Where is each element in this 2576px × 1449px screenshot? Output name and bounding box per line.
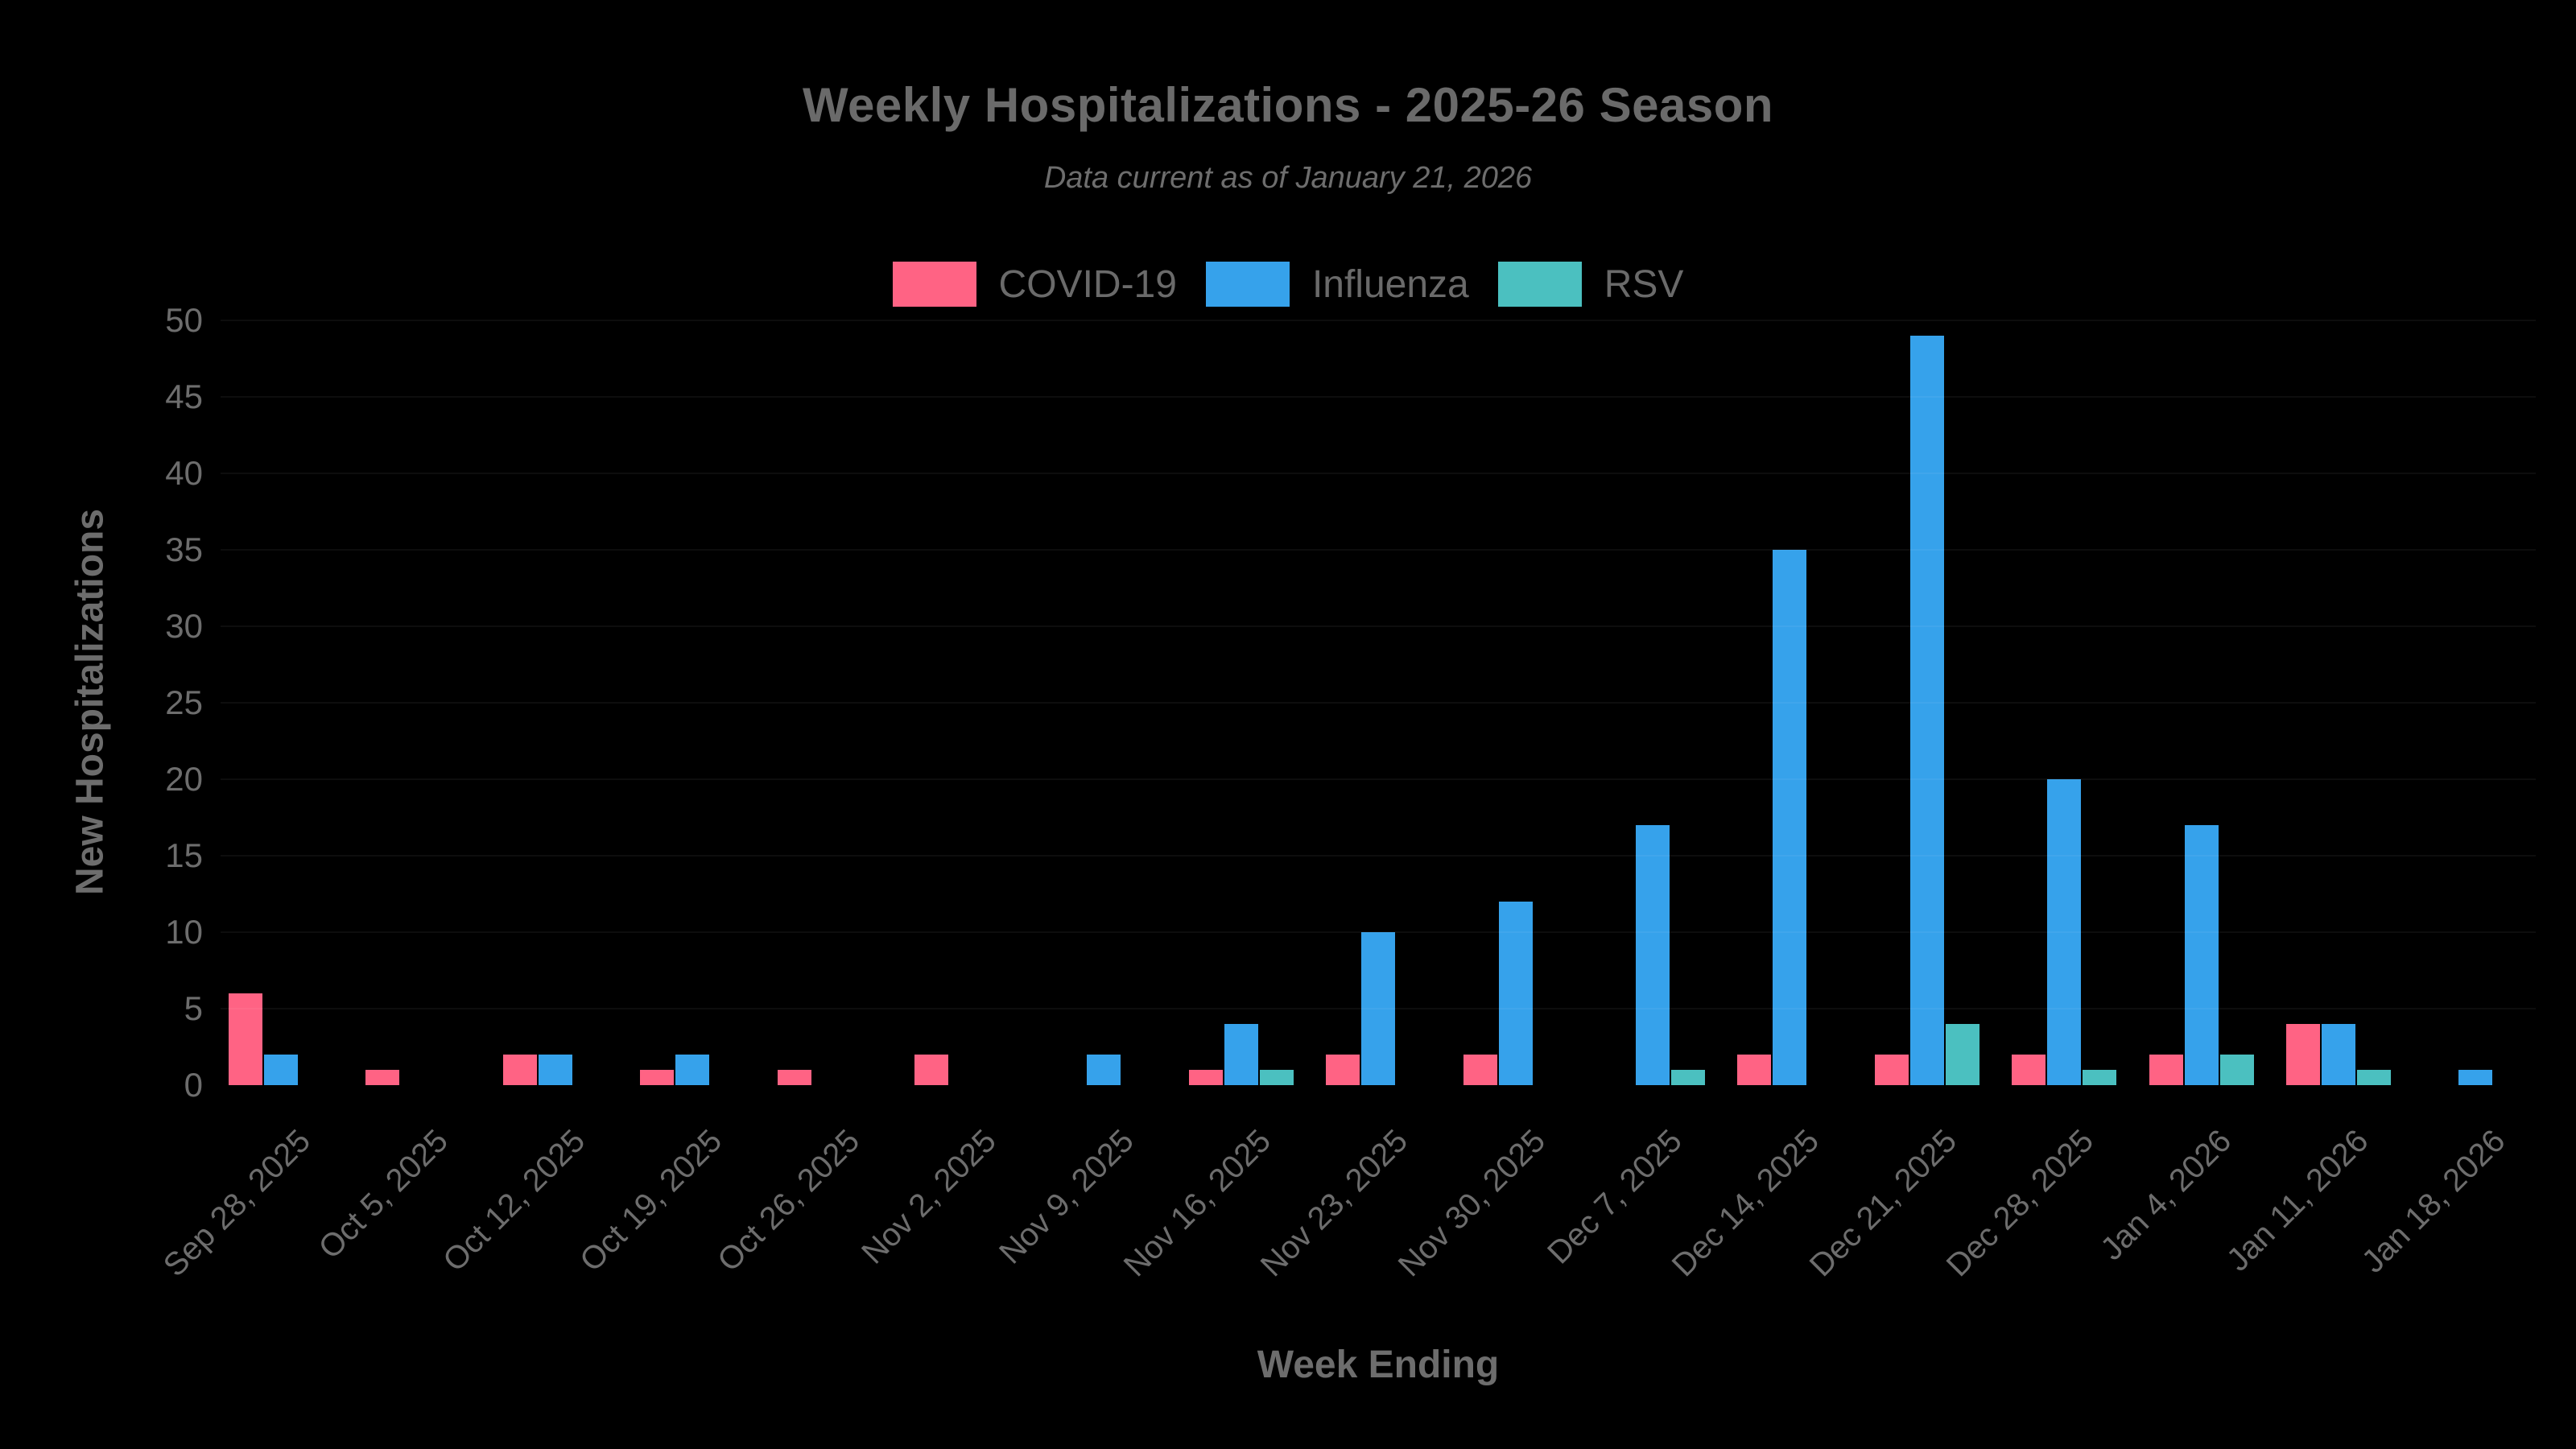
rsv-bar: [1671, 1070, 1705, 1085]
x-tick-label: Dec 7, 2025: [1541, 1123, 1690, 1271]
legend-label-influenza: Influenza: [1311, 262, 1469, 306]
influenza-bar: [1498, 902, 1533, 1085]
gridline: [221, 320, 2536, 321]
y-tick-label: 0: [184, 1066, 203, 1104]
x-tick-label: Nov 16, 2025: [1117, 1123, 1278, 1284]
influenza-bar: [675, 1055, 710, 1085]
influenza-bar: [1636, 825, 1670, 1085]
x-tick-label: Dec 28, 2025: [1939, 1123, 2101, 1284]
legend-label-covid-19: COVID-19: [998, 262, 1177, 306]
y-tick-label: 45: [165, 378, 203, 415]
x-tick-label: Jan 4, 2026: [2093, 1123, 2238, 1267]
covid-19-bar: [1326, 1055, 1360, 1085]
influenza-bar: [1773, 550, 1807, 1085]
gridline: [221, 625, 2536, 627]
gridline: [221, 778, 2536, 780]
legend: COVID-19 Influenza RSV: [0, 262, 2576, 307]
influenza-bar: [1224, 1024, 1258, 1085]
covid-19-bar: [640, 1070, 675, 1085]
influenza-bar: [1909, 336, 1944, 1085]
legend-swatch-covid-19: [892, 262, 976, 307]
covid-19-bar: [2149, 1055, 2183, 1085]
influenza-bar: [2458, 1070, 2493, 1085]
legend-item-influenza[interactable]: Influenza: [1205, 262, 1469, 307]
y-tick-label: 5: [184, 989, 203, 1027]
gridline: [221, 396, 2536, 398]
gridline: [221, 1008, 2536, 1009]
covid-19-bar: [914, 1055, 948, 1085]
covid-19-bar: [365, 1070, 400, 1085]
y-tick-label: 20: [165, 760, 203, 798]
gridline: [221, 702, 2536, 704]
rsv-bar: [2357, 1070, 2391, 1085]
y-tick-label: 40: [165, 454, 203, 492]
legend-item-rsv[interactable]: RSV: [1497, 262, 1684, 307]
legend-swatch-influenza: [1205, 262, 1290, 307]
y-tick-label: 30: [165, 607, 203, 645]
covid-19-bar: [229, 993, 262, 1085]
chart-subtitle: Data current as of January 21, 2026: [1043, 161, 1533, 195]
influenza-bar: [2184, 825, 2219, 1085]
x-tick-label: Oct 12, 2025: [436, 1123, 592, 1279]
x-tick-label: Jan 11, 2026: [2219, 1123, 2376, 1278]
x-tick-label: Nov 2, 2025: [855, 1123, 1004, 1271]
influenza-bar: [1087, 1055, 1121, 1085]
covid-19-bar: [1874, 1055, 1909, 1085]
gridline: [221, 931, 2536, 933]
covid-19-bar: [1737, 1055, 1772, 1085]
rsv-bar: [2083, 1070, 2117, 1085]
x-tick-label: Oct 26, 2025: [710, 1123, 866, 1279]
rsv-bar: [1259, 1070, 1294, 1085]
covid-19-bar: [1188, 1070, 1223, 1085]
legend-swatch-rsv: [1497, 262, 1582, 307]
x-tick-label: Nov 9, 2025: [992, 1123, 1141, 1271]
y-tick-label: 15: [165, 836, 203, 874]
x-tick-label: Jan 18, 2026: [2355, 1123, 2512, 1280]
y-tick-label: 35: [165, 530, 203, 568]
x-axis-title: Week Ending: [1257, 1344, 1500, 1386]
influenza-bar: [2047, 779, 2082, 1085]
covid-19-bar: [1463, 1055, 1497, 1085]
covid-19-bar: [502, 1055, 537, 1085]
influenza-bar: [264, 1055, 298, 1085]
gridline: [221, 549, 2536, 551]
x-tick-label: Sep 28, 2025: [156, 1123, 318, 1284]
influenza-bar: [2322, 1024, 2355, 1085]
y-axis-title: New Hospitalizations: [68, 508, 112, 896]
x-tick-label: Oct 19, 2025: [573, 1123, 729, 1279]
x-tick-label: Dec 14, 2025: [1666, 1123, 1827, 1284]
chart-title: Weekly Hospitalizations - 2025-26 Season: [802, 78, 1774, 132]
rsv-bar: [2219, 1055, 2254, 1085]
y-tick-label: 10: [165, 913, 203, 951]
x-tick-label: Oct 5, 2025: [312, 1123, 455, 1266]
x-tick-label: Nov 23, 2025: [1253, 1123, 1415, 1284]
gridline: [221, 473, 2536, 474]
covid-19-bar: [2286, 1024, 2320, 1085]
rsv-bar: [1945, 1024, 1979, 1085]
gridline: [221, 855, 2536, 857]
x-tick-label: Nov 30, 2025: [1391, 1123, 1552, 1284]
covid-19-bar: [777, 1070, 811, 1085]
legend-label-rsv: RSV: [1604, 262, 1684, 306]
influenza-bar: [1361, 932, 1396, 1085]
legend-item-covid-19[interactable]: COVID-19: [892, 262, 1177, 307]
influenza-bar: [538, 1055, 572, 1085]
y-tick-label: 50: [165, 301, 203, 339]
y-tick-label: 25: [165, 683, 203, 721]
covid-19-bar: [2012, 1055, 2046, 1085]
x-tick-label: Dec 21, 2025: [1802, 1123, 1963, 1284]
